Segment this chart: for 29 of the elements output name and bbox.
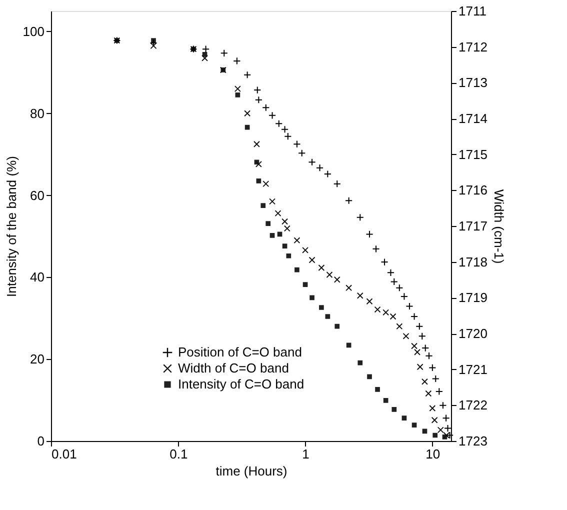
x-tick-label: 0.01	[52, 446, 77, 462]
legend-label: Position of C=O band	[178, 344, 302, 360]
y2-tick-label: 1713	[458, 75, 488, 90]
y2-tick-label: 1722	[458, 398, 488, 413]
y2-tick-label: 1714	[458, 111, 488, 126]
y2-tick-label: 1712	[458, 39, 488, 54]
y2-axis-title: Width (cm-1)	[491, 189, 506, 264]
y2-tick-label: 1719	[458, 290, 488, 306]
x-tick-label: 10	[426, 446, 440, 462]
y2-tick-label: 1716	[458, 182, 488, 198]
y2-tick-label: 1717	[458, 218, 488, 234]
y-tick-label: 0	[37, 434, 44, 448]
y2-tick-label: 1723	[458, 434, 488, 448]
y-tick-label: 80	[30, 106, 44, 121]
legend-label: Width of C=O band	[178, 360, 289, 376]
y-tick-label: 20	[30, 352, 44, 367]
x-tick-label: 1	[302, 446, 310, 462]
x-axis-title: time (Hours)	[216, 464, 288, 478]
y-tick-label: 60	[30, 188, 44, 203]
y2-tick-label: 1718	[458, 254, 488, 270]
y2-tick-label: 1721	[458, 362, 488, 377]
y2-tick-label: 1720	[458, 326, 488, 341]
legend-label: Intensity of C=O band	[178, 376, 304, 392]
y-axis-title: Intensity of the band (%)	[4, 156, 19, 297]
y-tick-label: 100	[22, 24, 44, 39]
y-tick-label: 40	[30, 270, 44, 285]
y2-tick-label: 1715	[458, 146, 488, 162]
x-tick-label: 0.1	[170, 446, 188, 462]
y2-tick-label: 1711	[458, 4, 486, 18]
